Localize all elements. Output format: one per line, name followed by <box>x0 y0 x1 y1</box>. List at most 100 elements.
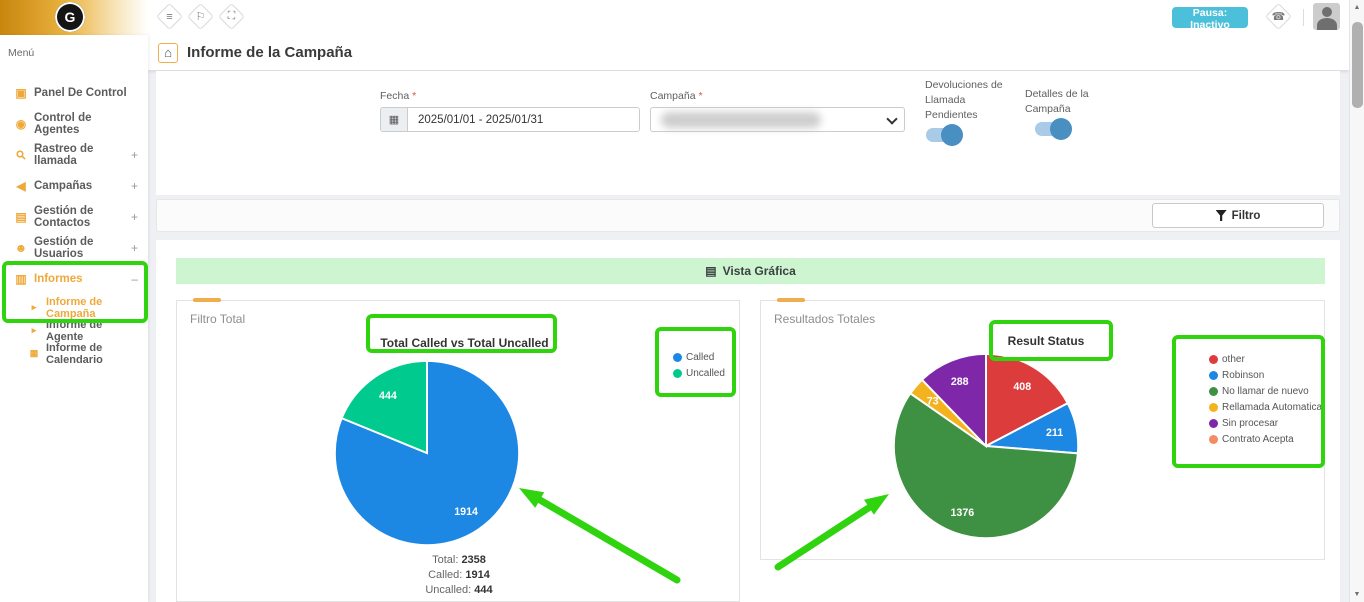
sidebar-item-label: Control de Agentes <box>34 111 92 136</box>
legend-label: Uncalled <box>686 367 725 379</box>
legend-color-dot <box>1209 370 1218 380</box>
expander-icon[interactable]: + <box>130 147 138 162</box>
sidebar-item-label: Rastreo de llamada <box>34 142 94 167</box>
redacted-campaign-value <box>661 112 821 128</box>
arrow-icon: ▸ <box>31 325 37 335</box>
filter-button[interactable]: Filtro <box>1152 203 1324 228</box>
calendar-icon: ▦ <box>381 108 408 131</box>
sidebar-menu: ▣ Panel De Control ◉ Control de Agentes ⚲ Ras… <box>0 77 148 294</box>
sidebar-item-gestion-de-usuarios[interactable]: ☻ Gestión de Usuarios + <box>0 232 148 263</box>
phone-button[interactable]: ☎ <box>1265 3 1292 30</box>
arrow-icon: ▸ <box>31 302 37 312</box>
sidebar-item-label: Gestión de Contactos <box>34 204 94 229</box>
page-title: Informe de la Campaña <box>187 44 353 61</box>
panel-header-right: Resultados Totales <box>774 312 876 326</box>
sidebar-item-label: Informe de Campaña <box>46 295 103 320</box>
legend-item-no-llamar-de-nuevo[interactable]: No llamar de nuevo <box>1209 383 1322 399</box>
page-scrollbar[interactable]: ▲ ▼ <box>1349 0 1364 602</box>
legend-item-contrato-acepta[interactable]: Contrato Acepta <box>1209 431 1322 447</box>
fullscreen-button[interactable]: ⛶ <box>218 3 245 30</box>
home-button[interactable]: ⌂ <box>158 42 178 63</box>
sidebar-item-panel-de-control[interactable]: ▣ Panel De Control <box>0 77 148 108</box>
expander-icon[interactable]: + <box>130 209 138 224</box>
sidebar-item-campanas[interactable]: ◀ Campañas + <box>0 170 148 201</box>
legend-color-dot <box>1209 402 1218 412</box>
pie-value-label: 73 <box>927 395 939 407</box>
result-status-panel: Resultados Totales Result Status other Ro… <box>760 298 1325 560</box>
pie-value-label: 1376 <box>950 507 974 519</box>
sidebar-item-label: Informe de Calendario <box>46 341 103 366</box>
brand-logo-area: G <box>0 0 148 35</box>
pending-callbacks-label: Devoluciones de Llamada Pendientes <box>925 79 1003 121</box>
date-range-input[interactable] <box>408 108 639 131</box>
sidebar-item-control-de-agentes[interactable]: ◉ Control de Agentes <box>0 108 148 139</box>
legend-item-robinson[interactable]: Robinson <box>1209 367 1322 383</box>
pie-slice-uncalled[interactable] <box>340 359 428 455</box>
graphic-view-card: ▤ Vista Gráfica Filtro Total Total Calle… <box>156 240 1340 602</box>
legend-color-dot <box>673 368 682 378</box>
summary-line-called: Called: 1914 <box>428 569 490 581</box>
megaphone-icon: ◀ <box>16 178 26 193</box>
pie-chart-called-uncalled[interactable]: 1914 444 <box>330 356 524 550</box>
pending-callbacks-toggle[interactable] <box>926 124 963 146</box>
campaign-details-toggle[interactable] <box>1035 118 1072 140</box>
sidebar-item-rastreo-de-llamada[interactable]: ⚲ Rastreo de llamada + <box>0 139 148 170</box>
pause-status-button[interactable]: Pausa: Inactivo <box>1172 7 1248 31</box>
calendar-icon: ▦ <box>29 348 39 358</box>
report-filter-form: Fecha * ▦ Campaña * Devoluciones de Llam… <box>156 71 1340 195</box>
scroll-up-arrow[interactable]: ▲ <box>1353 4 1361 11</box>
menu-section-label: Menú <box>8 47 35 59</box>
topbar-divider <box>1303 9 1304 26</box>
legend-item-other[interactable]: other <box>1209 351 1322 367</box>
table-list-icon: ▤ <box>705 264 717 278</box>
scroll-thumb[interactable] <box>1351 22 1363 108</box>
campaign-select[interactable] <box>650 107 905 132</box>
scroll-down-arrow[interactable]: ▼ <box>1353 591 1361 598</box>
legend-item-sin-procesar[interactable]: Sin procesar <box>1209 415 1322 431</box>
pie-value-label: 288 <box>951 376 969 388</box>
legend-label: Contrato Acepta <box>1222 433 1294 445</box>
graphic-view-banner: ▤ Vista Gráfica <box>176 258 1325 284</box>
expander-icon[interactable]: + <box>130 240 138 255</box>
legend-label: Sin procesar <box>1222 417 1279 429</box>
legend-label: Robinson <box>1222 369 1265 381</box>
dashboard-icon: ▣ <box>15 85 27 100</box>
date-range-field[interactable]: ▦ <box>380 107 640 132</box>
expander-icon[interactable]: – <box>131 271 138 286</box>
legend-item-rellamada-automatica[interactable]: Rellamada Automatica <box>1209 399 1322 415</box>
pie-value-label: 1914 <box>454 506 478 518</box>
sidebar-submenu: ▸ Informe de Campaña ▸ Informe de Agente ▦ In… <box>0 295 148 366</box>
campaign-details-label: Detalles de la Campaña <box>1025 88 1089 115</box>
legend-color-dot <box>1209 418 1218 428</box>
sidebar-item-informes[interactable]: ▥ Informes – <box>0 263 148 294</box>
legend-color-dot <box>1209 354 1218 364</box>
panel-header-left: Filtro Total <box>190 312 246 326</box>
sidebar-item-informe-de-calendario[interactable]: ▦ Informe de Calendario <box>0 341 148 366</box>
chart-legend-right: other Robinson No llamar de nuevo Rellamada… <box>1209 351 1322 447</box>
pie-slice-sin-procesar[interactable] <box>920 352 987 449</box>
legend-color-dot <box>1209 434 1218 444</box>
legend-item-called[interactable]: Called <box>673 349 725 365</box>
sidebar-item-gestion-de-contactos[interactable]: ▤ Gestión de Contactos + <box>0 201 148 232</box>
sidebar-item-label: Panel De Control <box>34 86 127 99</box>
expander-icon[interactable]: + <box>130 178 138 193</box>
user-avatar[interactable] <box>1313 3 1340 30</box>
chart-title-left: Total Called vs Total Uncalled <box>380 336 549 350</box>
pie-chart-result-status[interactable]: 408 211 1376 73 288 <box>889 349 1083 543</box>
sidebar-toggle-button[interactable]: ≡ <box>156 3 183 30</box>
legend-item-uncalled[interactable]: Uncalled <box>673 365 725 381</box>
summary-line-uncalled: Uncalled: 444 <box>425 584 493 596</box>
fullscreen-icon: ⛶ <box>227 10 236 22</box>
brand-logo-icon[interactable]: G <box>55 2 85 32</box>
flag-button[interactable]: ⚐ <box>187 3 214 30</box>
campaign-field-label: Campaña * <box>650 90 703 102</box>
sidebar-item-informe-de-agente[interactable]: ▸ Informe de Agente <box>0 319 148 343</box>
sidebar-item-label: Gestión de Usuarios <box>34 235 94 260</box>
pie-slice-no-llamar-de-nuevo[interactable] <box>892 392 1079 540</box>
legend-label: Rellamada Automatica <box>1222 401 1323 413</box>
sidebar-item-informe-de-campana[interactable]: ▸ Informe de Campaña <box>0 295 148 320</box>
panel-tab-indicator <box>777 298 805 302</box>
pie-value-label: 408 <box>1013 381 1031 393</box>
summary-line-total: Total: 2358 <box>432 554 486 566</box>
